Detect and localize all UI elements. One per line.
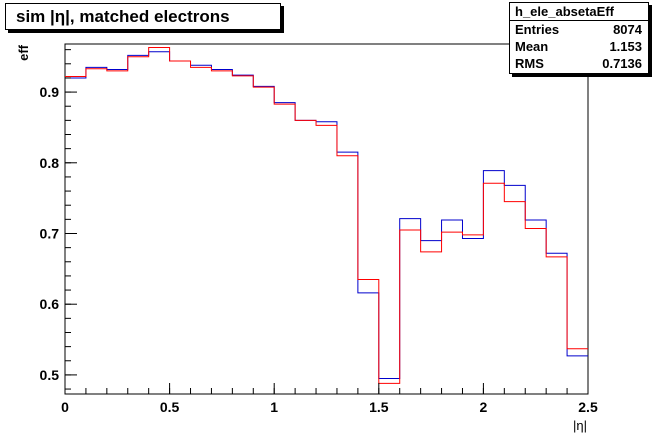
stats-box: h_ele_absetaEff Entries 8074 Mean 1.153 … bbox=[509, 2, 649, 74]
x-tick-label: 2 bbox=[480, 399, 488, 415]
stats-row-rms: RMS 0.7136 bbox=[510, 55, 648, 72]
series-line-0 bbox=[65, 51, 588, 379]
x-tick-label: 2.5 bbox=[578, 399, 598, 415]
y-axis-label: eff bbox=[16, 44, 31, 61]
x-tick-label: 1.5 bbox=[369, 399, 389, 415]
x-tick-label: 1 bbox=[270, 399, 278, 415]
x-tick-label: 0.5 bbox=[160, 399, 180, 415]
x-tick-label: 0 bbox=[61, 399, 69, 415]
series-layer bbox=[65, 47, 588, 384]
stats-histogram-name: h_ele_absetaEff bbox=[510, 3, 648, 21]
stats-row-mean: Mean 1.153 bbox=[510, 38, 648, 55]
y-tick-label: 0.5 bbox=[40, 367, 60, 383]
plot-frame bbox=[64, 43, 589, 395]
chart-title-text: sim |η|, matched electrons bbox=[16, 7, 230, 26]
chart-title: sim |η|, matched electrons bbox=[5, 3, 281, 30]
axis-layer: 0 0.5 1 1.5 2 2.50.50.60.70.80.9 bbox=[40, 49, 598, 415]
y-tick-label: 0.6 bbox=[40, 296, 60, 312]
series-line-1 bbox=[65, 47, 588, 384]
x-axis-label: |η| bbox=[573, 418, 587, 433]
stats-value: 1.153 bbox=[609, 39, 642, 54]
y-tick-label: 0.8 bbox=[40, 155, 60, 171]
stats-label: Entries bbox=[515, 22, 560, 37]
stats-value: 8074 bbox=[613, 22, 642, 37]
y-tick-label: 0.7 bbox=[40, 225, 60, 241]
y-tick-label: 0.9 bbox=[40, 84, 60, 100]
stats-value: 0.7136 bbox=[602, 56, 642, 71]
stats-row-entries: Entries 8074 bbox=[510, 21, 648, 38]
stats-label: RMS bbox=[515, 56, 544, 71]
stats-label: Mean bbox=[515, 39, 549, 54]
